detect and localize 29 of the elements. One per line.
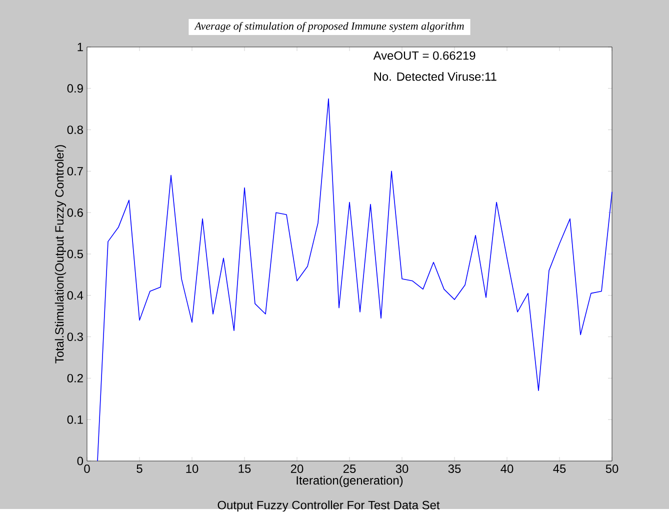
x-axis-title: Iteration(generation): [296, 476, 403, 488]
y-tick-label: 0.2: [67, 374, 83, 383]
line-series: [97, 98, 612, 462]
y-tick-label: 0.3: [67, 332, 83, 342]
x-tick-label: 20: [290, 464, 304, 474]
x-tick-label: 35: [448, 464, 461, 474]
y-tick-label: 0.4: [67, 291, 84, 300]
y-tick-label: 1: [78, 43, 83, 52]
y-tick-label: 0: [77, 456, 84, 466]
chart-title: Average of stimulation of proposed Immune system algorithm: [194, 22, 464, 32]
annotation: AveOUT = 0.66219: [373, 51, 476, 60]
y-tick-label: 0.9: [67, 84, 83, 93]
text: Output Fuzzy Controller For Test Data Set: [218, 500, 440, 512]
y-tick-label: 0.5: [67, 250, 83, 258]
y-tick-label: 0.6: [67, 208, 83, 217]
x-tick-label: 40: [500, 464, 514, 474]
x-tick-label: 25: [343, 464, 356, 474]
y-tick-label: 0.8: [67, 126, 83, 134]
y-tick-label: 0.7: [67, 167, 83, 176]
x-tick-label: 30: [396, 464, 408, 474]
x-tick-label: 0: [84, 464, 90, 474]
annotation: No. Detected Viruse:11: [374, 72, 496, 81]
x-tick-label: 10: [186, 464, 198, 474]
y-tick-label: 0.1: [67, 416, 83, 424]
x-tick-label: 5: [136, 464, 142, 474]
x-tick-label: 15: [238, 464, 251, 474]
y-axis-title: Total.Stimulation(Output Fuzzy Controler): [54, 145, 66, 364]
x-tick-label: 50: [606, 464, 618, 474]
x-tick-label: 45: [553, 464, 566, 474]
